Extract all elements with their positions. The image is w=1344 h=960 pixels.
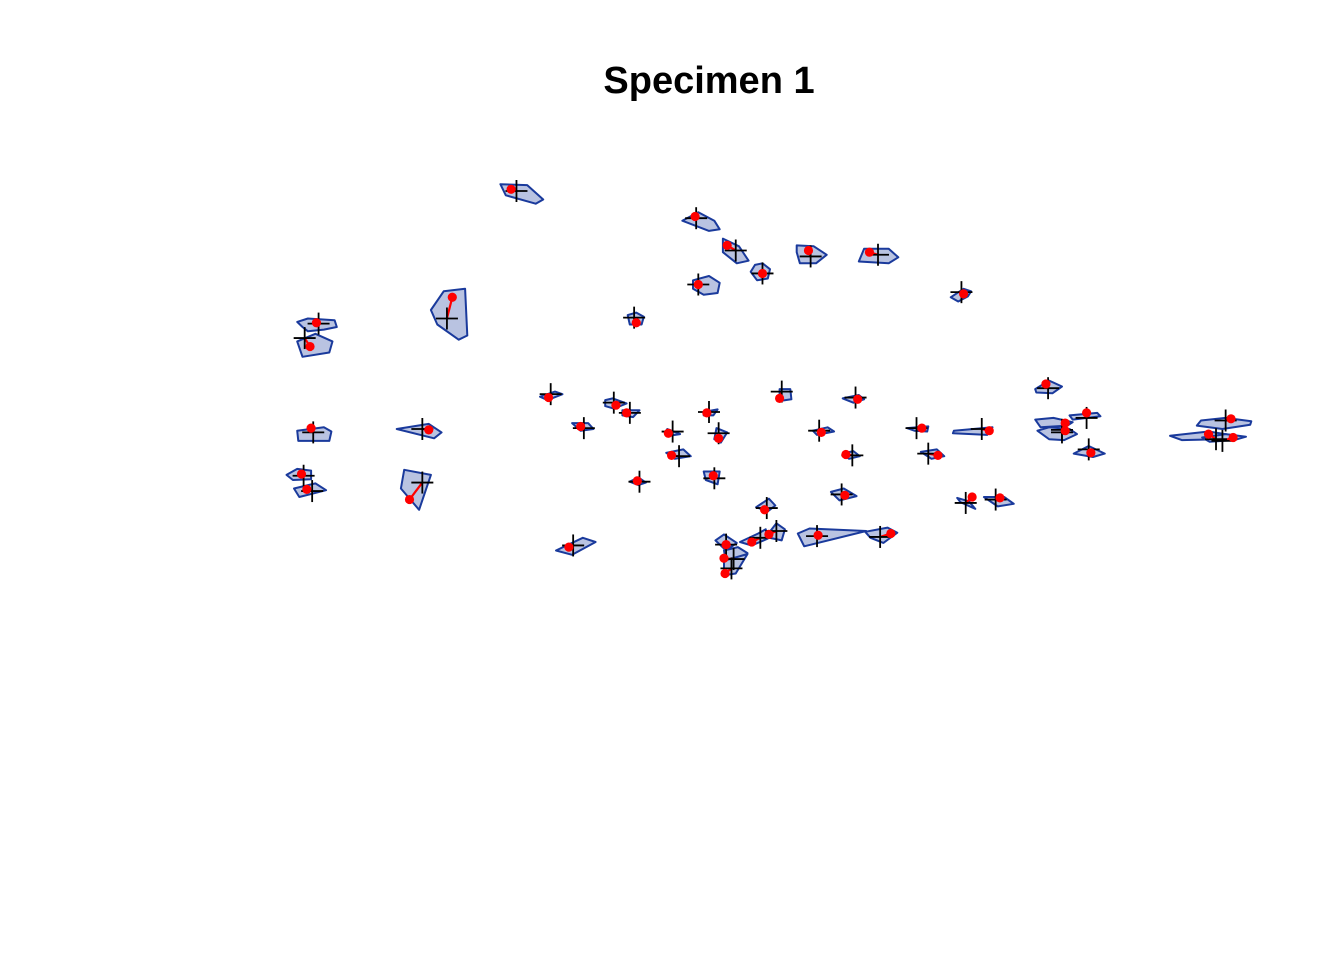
- specimen-landmark-21: [917, 423, 927, 433]
- specimen-landmark-22: [984, 426, 994, 436]
- specimen-landmark-18: [702, 408, 712, 418]
- specimen-landmark-48: [813, 530, 823, 540]
- specimen-landmark-26: [1060, 426, 1070, 436]
- specimen-landmark-15: [543, 392, 554, 403]
- mean-landmark-30: [1211, 429, 1234, 452]
- specimen-landmark-33: [622, 408, 632, 418]
- mean-landmark-3: [293, 327, 316, 350]
- specimen-landmark-52: [747, 537, 757, 547]
- specimen-landmark-29: [1203, 429, 1214, 439]
- landmark-hull-28: [1195, 416, 1253, 430]
- specimen-landmark-31: [576, 421, 586, 432]
- specimen-landmark-10: [958, 289, 969, 299]
- spec-layer: [296, 184, 1238, 579]
- specimen-landmark-51: [719, 553, 729, 563]
- specimen-landmark-44: [564, 542, 574, 552]
- specimen-landmark-17: [663, 428, 673, 438]
- specimen-landmark-12: [631, 318, 641, 328]
- specimen-landmark-39: [840, 490, 850, 500]
- specimen-landmark-32: [666, 450, 677, 460]
- specimen-landmark-37: [933, 450, 943, 460]
- specimen-landmark-41: [404, 494, 415, 505]
- specimen-landmark-13: [306, 423, 316, 433]
- landmark-hull-13: [296, 426, 333, 442]
- specimen-landmark-11: [447, 292, 457, 302]
- specimen-landmark-25: [1060, 418, 1070, 428]
- specimen-landmark-30: [1228, 432, 1238, 443]
- mean-landmark-50: [954, 491, 977, 514]
- specimen-landmark-50: [967, 492, 977, 502]
- specimen-landmark-24: [1081, 408, 1092, 418]
- specimen-landmark-3: [305, 341, 315, 352]
- specimen-landmark-36: [841, 449, 851, 460]
- specimen-landmark-6: [722, 240, 732, 250]
- specimen-landmark-42: [296, 469, 307, 479]
- specimen-landmark-34: [714, 433, 724, 443]
- specimen-landmark-20: [853, 394, 863, 404]
- specimen-landmark-16: [611, 400, 621, 410]
- specimen-landmark-46: [721, 540, 731, 550]
- mean-landmark-29: [1205, 428, 1228, 451]
- specimen-landmark-38: [708, 471, 718, 481]
- specimen-landmark-40: [995, 493, 1005, 503]
- specimen-landmark-28: [1226, 414, 1236, 424]
- specimen-landmark-8: [803, 245, 814, 256]
- specimen-landmark-27: [1086, 448, 1096, 458]
- specimen-landmark-14: [424, 425, 434, 435]
- specimen-landmark-43: [302, 484, 312, 494]
- specimen-landmark-47: [760, 505, 770, 515]
- specimen-landmark-19: [774, 393, 785, 403]
- specimen-landmark-4: [506, 184, 516, 194]
- specimen-landmark-54: [720, 568, 730, 579]
- specimen-landmark-7: [757, 268, 768, 279]
- specimen-landmark-2: [311, 318, 322, 328]
- chart-title: Specimen 1: [603, 60, 814, 102]
- specimen-landmark-53: [764, 529, 774, 540]
- specimen-landmark-45: [632, 476, 642, 486]
- specimen-landmark-1: [693, 279, 703, 290]
- mean-landmark-6: [724, 239, 747, 262]
- specimen-landmark-9: [864, 247, 875, 257]
- specimen-landmark-49: [886, 528, 896, 539]
- mean-landmark-41: [411, 471, 434, 494]
- specimen-landmark-23: [1041, 379, 1051, 389]
- specimen-landmark-35: [816, 427, 826, 437]
- mean-landmark-49: [869, 525, 892, 548]
- mean-landmark-11: [435, 307, 458, 330]
- specimen-landmark-5: [690, 211, 700, 222]
- mean-landmark-54: [720, 557, 743, 580]
